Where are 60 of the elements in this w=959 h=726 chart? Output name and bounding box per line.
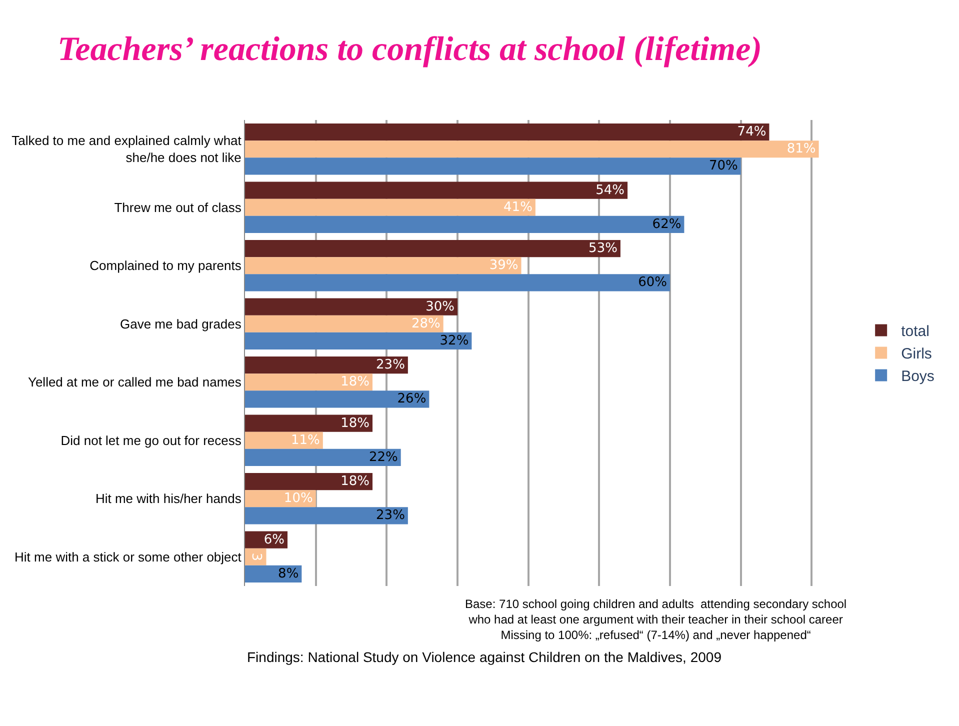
bar (245, 448, 401, 466)
bar (245, 332, 472, 350)
bar (245, 356, 408, 374)
data-label: 18% (340, 474, 370, 490)
bar (245, 274, 670, 292)
bar (245, 216, 684, 234)
data-label: 8% (278, 566, 299, 582)
bar (245, 414, 373, 432)
bar (245, 182, 628, 199)
y-tick-label: Yelled at me or called me bad names (28, 374, 242, 390)
data-label: 3 (248, 552, 264, 562)
data-label: 10% (284, 491, 313, 506)
data-label: 6% (264, 532, 284, 548)
bar (245, 390, 430, 408)
data-label: 18% (340, 374, 370, 390)
bar (245, 374, 373, 391)
y-tick-label: Talked to me and explained calmly what she/he does not like (12, 133, 242, 166)
data-label: 23% (376, 358, 405, 373)
data-label: 22% (368, 450, 398, 465)
data-label: 62% (652, 216, 682, 232)
data-label: 41% (504, 200, 532, 215)
text: Findings: National Study on Violence against Children on the Maldives, 2009 (247, 649, 722, 665)
data-label: 70% (708, 158, 738, 174)
bar (245, 140, 819, 158)
data-label: 26% (397, 392, 426, 407)
bar (245, 198, 536, 216)
legend-label: total (901, 323, 930, 340)
data-label: 60% (638, 275, 668, 290)
data-label: 30% (426, 299, 455, 314)
bar (245, 240, 620, 258)
y-tick-label: Gave me bad grades (120, 316, 242, 332)
data-label: 23% (376, 508, 405, 524)
bar (245, 473, 373, 490)
y-tick-label: Threw me out of class (114, 200, 242, 215)
legend-label: Boys (901, 368, 934, 386)
y-tick-label: Hit me with a stick or some other object (14, 549, 242, 564)
text: Base: 710 school going children and adults attending secondary school who had at least one argument with their teacher in their school career Missing to 100%: „refused“ (7-14%) and „never happened“ (465, 597, 847, 642)
bar (245, 158, 741, 175)
y-tick-label: Hit me with his/her hands (95, 491, 242, 506)
bar (245, 548, 266, 566)
bar (245, 315, 444, 332)
chart-title: Teachers’ reactions to conflicts at school (lifetime) (58, 31, 762, 68)
bar (245, 124, 770, 141)
bar (245, 432, 323, 449)
bar (245, 490, 316, 508)
data-label: 28% (411, 316, 440, 332)
data-label: 11% (291, 432, 320, 448)
data-label: 18% (340, 416, 370, 431)
data-label: 32% (440, 333, 469, 348)
data-label: 39% (489, 258, 518, 274)
data-label: 54% (596, 182, 625, 198)
data-label: 81% (786, 142, 816, 157)
bar (245, 257, 522, 274)
legend-label: Girls (901, 346, 932, 363)
data-label: 74% (737, 124, 766, 140)
data-label: 53% (588, 241, 618, 256)
bar (245, 298, 458, 316)
bar (245, 507, 408, 524)
y-tick-label: Did not let me go out for recess (60, 432, 242, 448)
y-tick-label: Complained to my parents (90, 258, 242, 274)
